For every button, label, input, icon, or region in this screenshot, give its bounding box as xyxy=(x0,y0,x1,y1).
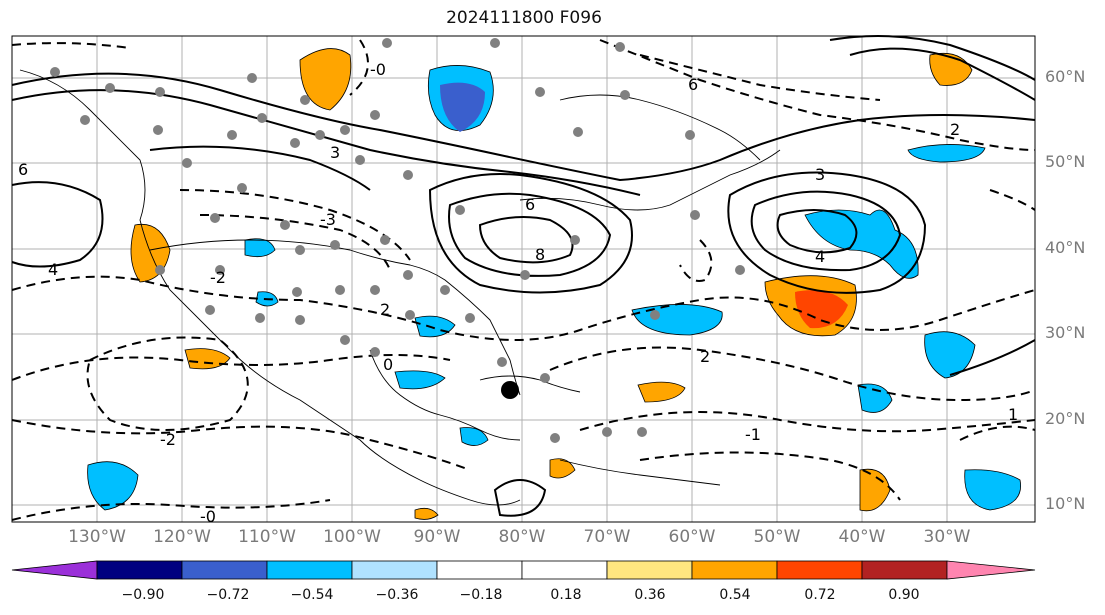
lon-label: 40°W xyxy=(838,527,886,547)
colorbar-tick-label: 0.36 xyxy=(634,587,666,603)
contour-label: 6 xyxy=(688,75,698,94)
anomaly-patch xyxy=(859,468,891,512)
colorbar-tick-label: 0.18 xyxy=(550,587,582,603)
lon-label: 60°W xyxy=(668,527,716,547)
anomaly-patch xyxy=(907,144,986,163)
contour-label: -3 xyxy=(320,210,336,229)
solid-contours xyxy=(11,35,1036,517)
contour-label: 6 xyxy=(525,195,535,214)
lat-label: 10°N xyxy=(1045,494,1086,513)
contour-label: 2 xyxy=(700,347,710,366)
lon-label: 80°W xyxy=(498,527,546,547)
contour-label: 8 xyxy=(535,245,545,264)
colorbar-segment xyxy=(96,560,183,580)
contour-label: -2 xyxy=(160,430,176,449)
colorbar-tick-label: 0.54 xyxy=(719,587,751,603)
colorbar-segment xyxy=(351,560,438,580)
anomaly-patch xyxy=(924,331,976,379)
contour-labels: -0 6 3 -3 4 2 -2 8 6 3 4 2 -1 1 0 -0 6 2… xyxy=(18,60,1018,526)
lon-label: 50°W xyxy=(753,527,801,547)
colorbar-segment xyxy=(266,560,353,580)
anomaly-patch xyxy=(440,82,485,132)
map-frame xyxy=(11,35,1036,523)
contour-label: 1 xyxy=(1008,405,1018,424)
contour-label: 0 xyxy=(383,355,393,374)
anomaly-patch xyxy=(637,381,686,403)
anomaly-patch xyxy=(459,427,489,446)
colorbar-tick-label: −0.72 xyxy=(206,587,250,603)
lat-label: 50°N xyxy=(1045,152,1086,171)
colorbar-tick-label: −0.18 xyxy=(459,587,503,603)
colorbar-tick-label: 0.72 xyxy=(804,587,836,603)
anomaly-patch xyxy=(414,507,439,520)
colorbar-tick-label: 0.90 xyxy=(888,587,920,603)
contour-label: 4 xyxy=(815,247,825,266)
anomaly-patch xyxy=(394,370,446,390)
lon-label: 120°W xyxy=(153,527,211,547)
anomaly-patch xyxy=(87,461,139,511)
anomaly-patch xyxy=(964,469,1022,511)
contour-label: -2 xyxy=(210,268,226,287)
map-title: 2024111800 F096 xyxy=(446,8,602,28)
colorbar-arrow-right xyxy=(946,560,1036,580)
lon-label: 130°W xyxy=(68,527,126,547)
lat-label: 40°N xyxy=(1045,238,1086,257)
contour-label: 3 xyxy=(815,165,825,184)
anomaly-patch xyxy=(299,48,352,111)
colorbar-segment xyxy=(606,560,693,580)
colorbar-tick-label: −0.90 xyxy=(121,587,165,603)
lon-label: 30°W xyxy=(923,527,971,547)
dashed-contours xyxy=(11,39,1036,521)
anomaly-patch xyxy=(549,458,576,479)
contour-label: 3 xyxy=(330,143,340,162)
lat-label: 60°N xyxy=(1045,67,1086,86)
anomaly-patch xyxy=(795,290,848,329)
colorbar-segment xyxy=(521,560,608,580)
contour-label: 6 xyxy=(18,160,28,179)
anomaly-patch xyxy=(804,209,919,279)
colorbar xyxy=(11,560,1036,580)
station-dots xyxy=(50,38,745,443)
colorbar-segment xyxy=(861,560,948,580)
colorbar-tick-label: −0.54 xyxy=(290,587,334,603)
lat-label: 30°N xyxy=(1045,323,1086,342)
lat-label: 20°N xyxy=(1045,409,1086,428)
shaded-anomalies xyxy=(87,48,1022,520)
contour-label: -0 xyxy=(200,507,216,526)
colorbar-segment xyxy=(691,560,778,580)
contour-label: 4 xyxy=(48,260,58,279)
coastlines xyxy=(19,69,781,506)
colorbar-tick-label: −0.36 xyxy=(375,587,419,603)
colorbar-arrow-left xyxy=(11,560,98,580)
colorbar-segment xyxy=(776,560,863,580)
lon-label: 90°W xyxy=(413,527,461,547)
contour-label: -0 xyxy=(370,60,386,79)
anomaly-patch xyxy=(184,348,231,370)
lon-label: 110°W xyxy=(238,527,296,547)
lon-label: 70°W xyxy=(583,527,631,547)
anomaly-patch xyxy=(857,383,893,413)
colorbar-segment xyxy=(436,560,523,580)
storm-marker xyxy=(501,381,519,399)
anomaly-patch xyxy=(244,238,276,258)
contour-label: -1 xyxy=(745,425,761,444)
colorbar-segment xyxy=(181,560,268,580)
contour-label: 2 xyxy=(950,120,960,139)
contour-label: 2 xyxy=(380,300,390,319)
lon-label: 100°W xyxy=(323,527,381,547)
